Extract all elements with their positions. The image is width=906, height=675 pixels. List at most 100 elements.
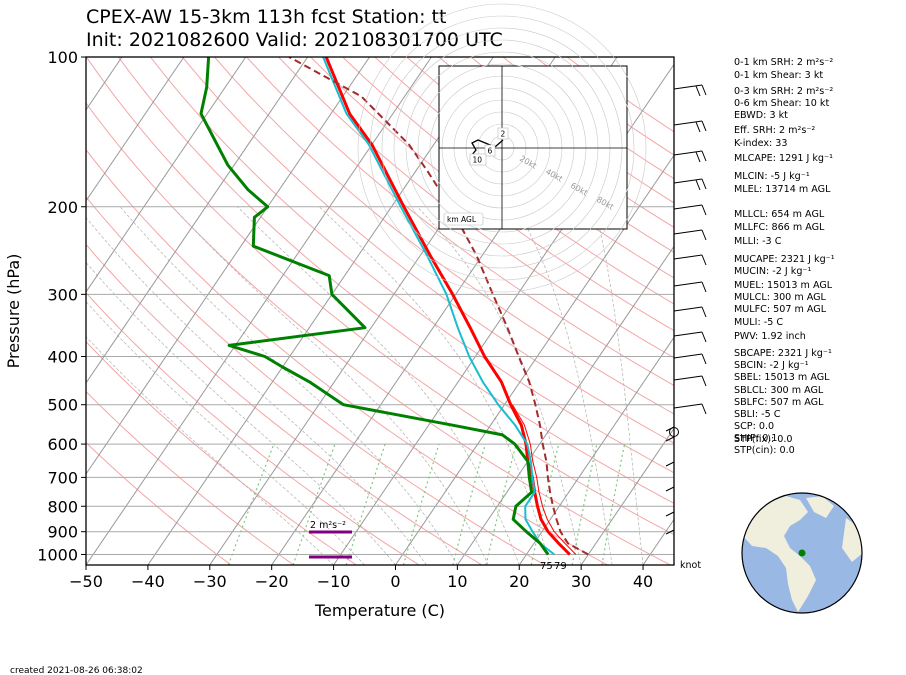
y-tick-label: 400 bbox=[47, 348, 78, 367]
globe-land-greenland bbox=[806, 496, 834, 518]
hodo-height-2: 2 bbox=[501, 130, 506, 139]
dry-adiabat-line bbox=[310, 57, 674, 332]
barb-staff bbox=[673, 306, 703, 312]
barb-flag bbox=[665, 436, 675, 442]
dry-adiabat-line bbox=[278, 57, 674, 359]
isotherm-line bbox=[395, 154, 674, 565]
y-axis-label: Pressure (hPa) bbox=[4, 254, 23, 369]
index-line: STP(cin): 0.0 bbox=[734, 445, 795, 456]
dry-adiabat-line bbox=[86, 57, 674, 536]
barb-flag bbox=[701, 120, 707, 132]
x-tick-label: 10 bbox=[447, 572, 467, 591]
barb-staff bbox=[673, 84, 703, 90]
index-line: MUEL: 15013 m AGL bbox=[734, 280, 833, 291]
moist-adiabat-line bbox=[172, 206, 489, 565]
globe-land-americas bbox=[742, 496, 816, 612]
index-line: SBLFC: 507 m AGL bbox=[734, 397, 824, 408]
index-line: 0-3 km SRH: 2 m²s⁻² bbox=[734, 86, 833, 97]
barb-flag bbox=[665, 529, 675, 535]
barb-staff bbox=[673, 254, 703, 260]
x-tick-label: 40 bbox=[633, 572, 653, 591]
barb-flag bbox=[665, 511, 675, 517]
dry-adiabat-line bbox=[86, 196, 545, 565]
hodograph-ring bbox=[357, 3, 647, 293]
x-tick-label: −30 bbox=[193, 572, 227, 591]
index-line: K-index: 33 bbox=[734, 138, 787, 149]
dry-adiabat-line bbox=[86, 390, 294, 565]
x-tick-label: −20 bbox=[255, 572, 289, 591]
mixing-ratio-line bbox=[402, 443, 440, 565]
index-line: STP(fix): 0.0 bbox=[734, 434, 792, 445]
index-line: Eff. SRH: 2 m²s⁻² bbox=[734, 125, 815, 136]
isotherm-line bbox=[86, 57, 309, 384]
barb-staff bbox=[673, 403, 703, 409]
moist-adiabat-line bbox=[515, 206, 613, 565]
mixing-ratio-line bbox=[345, 443, 386, 565]
index-line: MLCIN: -5 J kg⁻¹ bbox=[734, 171, 810, 182]
mixing-ratio-line bbox=[571, 443, 598, 565]
dewpoint-line bbox=[199, 57, 550, 556]
index-line: MLCAPE: 1291 J kg⁻¹ bbox=[734, 153, 833, 164]
dry-adiabat-line bbox=[342, 57, 674, 305]
dry-adiabat-line bbox=[117, 57, 674, 504]
index-line: MLEL: 13714 m AGL bbox=[734, 184, 831, 195]
index-line: SBLI: -5 C bbox=[734, 409, 781, 420]
barb-flag bbox=[701, 150, 707, 162]
footer-created: created 2021-08-26 06:38:02 bbox=[10, 666, 143, 675]
y-tick-label: 500 bbox=[47, 396, 78, 415]
isotherm-line bbox=[86, 57, 185, 202]
barb-staff bbox=[673, 120, 703, 126]
globe-outline bbox=[741, 492, 863, 614]
dry-adiabat-line bbox=[182, 57, 674, 444]
y-tick-label: 600 bbox=[47, 435, 78, 454]
barb-staff bbox=[673, 229, 703, 235]
barb-staff bbox=[673, 281, 703, 287]
index-line: SBCAPE: 2321 J kg⁻¹ bbox=[734, 348, 832, 359]
barb-staff bbox=[673, 331, 703, 337]
moist-adiabat-line bbox=[417, 206, 582, 565]
dry-adiabat-line bbox=[86, 149, 608, 565]
barb-flag bbox=[701, 178, 707, 190]
mixing-ratio-line bbox=[530, 443, 560, 565]
index-line: MLLFC: 866 m AGL bbox=[734, 222, 825, 233]
mixing-ratio-line bbox=[601, 443, 626, 565]
temperature-line bbox=[324, 57, 571, 556]
barb-staff bbox=[673, 150, 703, 156]
index-line: PWV: 1.92 inch bbox=[734, 331, 806, 342]
hodo-height-box-6 bbox=[484, 144, 496, 157]
wind-barb bbox=[673, 229, 707, 241]
index-line: MLLCL: 654 m AGL bbox=[734, 209, 825, 220]
mixing-ratio-line bbox=[227, 443, 275, 565]
index-line: MULI: -5 C bbox=[734, 317, 783, 328]
barb-units-label: knot bbox=[680, 560, 701, 571]
x-tick-label: 0 bbox=[390, 572, 400, 591]
barb-flag bbox=[701, 331, 707, 343]
y-axis-ticks: 100 200 300 400 500 600 700 800 900 1000 bbox=[37, 48, 86, 564]
y-tick-label: 100 bbox=[47, 48, 78, 67]
wind-barb bbox=[673, 403, 707, 415]
hodo-height-10: 10 bbox=[473, 156, 483, 165]
index-line: MUCAPE: 2321 J kg⁻¹ bbox=[734, 254, 835, 265]
isotherm-line bbox=[147, 57, 494, 565]
background-lines bbox=[86, 57, 674, 565]
barb-flag bbox=[695, 179, 701, 191]
index-line: 0-6 km Shear: 10 kt bbox=[734, 98, 829, 109]
hodograph-inset: 20kt 40kt 60kt 80kt 2 6 10 km AGL bbox=[357, 3, 647, 293]
x-tick-label: 20 bbox=[509, 572, 529, 591]
isotherm-line bbox=[86, 57, 247, 293]
index-line: MULFC: 507 m AGL bbox=[734, 304, 827, 315]
isotherm-line bbox=[86, 57, 432, 565]
barb-flag bbox=[701, 353, 707, 365]
barb-flag bbox=[701, 375, 707, 387]
index-line: 0-1 km Shear: 3 kt bbox=[734, 70, 823, 81]
barb-flag bbox=[665, 486, 675, 492]
wind-barb bbox=[673, 84, 707, 97]
moist-adiabat-line bbox=[86, 216, 427, 565]
y-tick-label: 800 bbox=[47, 497, 78, 516]
wind-barb bbox=[673, 204, 707, 216]
wind-barb bbox=[673, 375, 707, 387]
y-tick-label: 200 bbox=[47, 198, 78, 217]
wind-barb bbox=[673, 254, 707, 266]
virtual-temperature-line bbox=[512, 404, 577, 555]
